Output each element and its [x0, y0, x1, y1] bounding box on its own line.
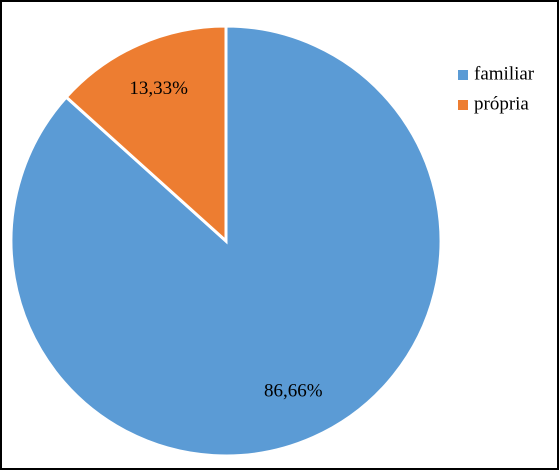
- pie-slice: [64, 24, 228, 245]
- legend-swatch: [458, 100, 468, 110]
- data-label: 86,66%: [264, 381, 323, 402]
- legend-label: própria: [474, 93, 529, 114]
- legend-swatch: [458, 70, 468, 80]
- pie-slice: [9, 24, 443, 458]
- legend-label: familiar: [474, 63, 535, 84]
- data-label: 13,33%: [129, 78, 188, 99]
